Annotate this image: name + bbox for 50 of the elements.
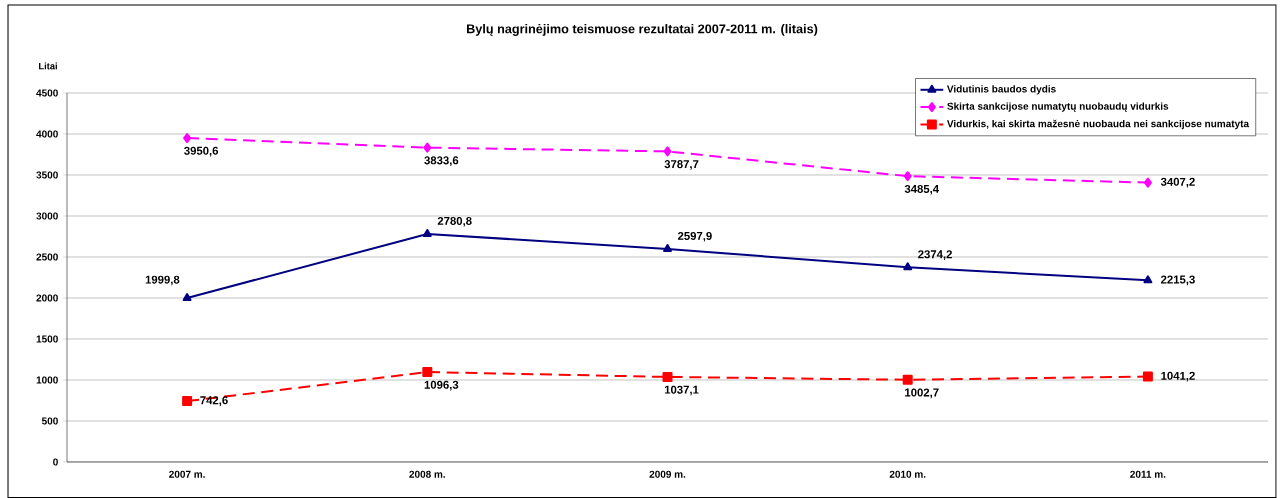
data-label: 1096,3 (424, 380, 459, 391)
data-label: 742,6 (200, 396, 228, 406)
point (902, 374, 913, 385)
x-tick-label: 2008 m. (409, 470, 445, 478)
y-tick-label: 3000 (36, 212, 58, 220)
y-tick-label: 500 (41, 417, 58, 425)
x-tick-label: 2007 m. (169, 470, 205, 478)
point (662, 371, 673, 382)
data-label: 3485,4 (904, 184, 940, 195)
x-tick-label: 2010 m. (889, 470, 926, 478)
data-label: 3787,7 (664, 160, 699, 170)
data-label: 2215,3 (1161, 275, 1195, 286)
legend-label: Skirta sankcijose numatytų nuobaudų vidurkis (947, 102, 1169, 112)
data-label: 1037,1 (664, 385, 699, 396)
point (1142, 371, 1153, 382)
y-tick-label: 2000 (36, 294, 58, 302)
point (1143, 275, 1153, 284)
data-label: 1041,2 (1161, 371, 1195, 382)
data-label: 2597,9 (677, 231, 712, 242)
point (422, 367, 433, 378)
point (183, 133, 192, 144)
x-tick-label: 2011 m. (1130, 470, 1166, 478)
point (1143, 177, 1152, 188)
legend-label: Vidurkis, kai skirta mažesnė nuobauda nei sankcijose numatyta (946, 119, 1250, 130)
data-label: 1002,7 (905, 388, 939, 399)
y-tick-label: 3500 (36, 171, 58, 179)
point (423, 142, 432, 153)
data-label: 2374,2 (918, 250, 952, 260)
chart-title: Bylų nagrinėjimo teismuose rezultatai 2007-2011 m. (litais) (467, 24, 818, 36)
y-tick-label: 1500 (36, 335, 58, 343)
legend-label: Vidutinis baudos dydis (946, 85, 1056, 95)
data-label: 3833,6 (424, 156, 459, 167)
y-tick-label: 0 (53, 458, 58, 466)
y-tick-label: 2500 (36, 253, 58, 261)
data-label: 1999,8 (145, 275, 180, 286)
y-axis-title: Litai (39, 62, 57, 70)
y-tick-label: 4500 (36, 89, 58, 97)
point (663, 146, 672, 157)
point (422, 228, 432, 237)
point (663, 243, 672, 252)
x-tick-label: 2009 m. (649, 470, 686, 478)
y-tick-label: 1000 (36, 376, 58, 384)
point (182, 396, 193, 407)
data-label: 2780,8 (437, 216, 472, 227)
point (903, 262, 913, 271)
point (182, 293, 192, 302)
point (903, 171, 912, 182)
data-label: 3407,2 (1160, 177, 1195, 188)
data-label: 3950,6 (184, 146, 219, 157)
y-tick-label: 4000 (36, 130, 58, 138)
